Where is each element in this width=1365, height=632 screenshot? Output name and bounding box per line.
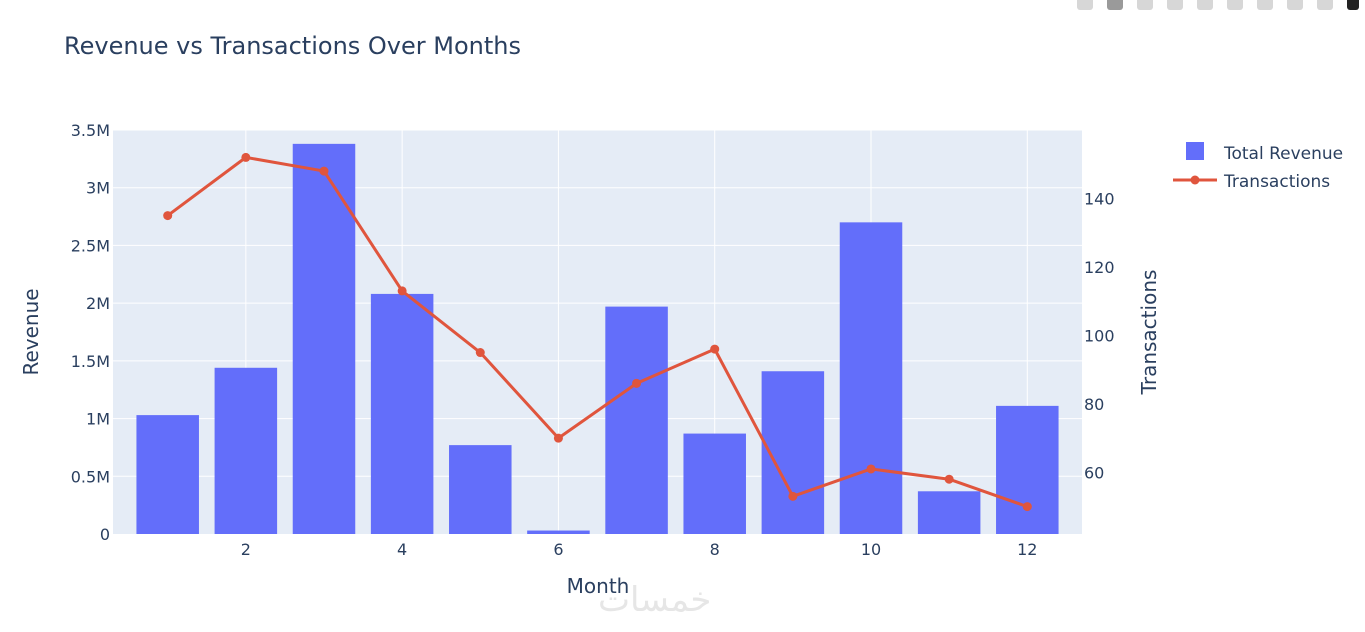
bar-month-6[interactable] <box>527 530 590 534</box>
camera-icon[interactable] <box>1077 0 1093 10</box>
box-select-icon[interactable] <box>1167 0 1183 10</box>
y-tick-label: 1M <box>86 410 110 429</box>
transactions-line <box>163 152 1032 512</box>
y-tick-label: 2M <box>86 294 110 313</box>
bar-month-5[interactable] <box>449 445 512 534</box>
transactions-point-month-2[interactable] <box>241 152 251 162</box>
x-tick-label: 2 <box>241 540 251 559</box>
x-tick-label: 8 <box>710 540 720 559</box>
grid <box>113 129 1082 534</box>
transactions-point-month-3[interactable] <box>319 166 329 176</box>
transactions-point-month-9[interactable] <box>788 491 798 501</box>
bar-month-2[interactable] <box>214 367 278 534</box>
x-tick-label: 10 <box>861 540 881 559</box>
bar-month-12[interactable] <box>996 405 1059 534</box>
bar-month-10[interactable] <box>839 222 903 535</box>
y2-tick-label: 140 <box>1084 189 1115 208</box>
transactions-point-month-8[interactable] <box>710 344 720 354</box>
bar-month-4[interactable] <box>370 293 434 534</box>
bars <box>136 143 1059 535</box>
y2-tick-label: 80 <box>1084 395 1104 414</box>
transactions-point-month-1[interactable] <box>163 211 173 221</box>
y2-tick-label: 100 <box>1084 326 1115 345</box>
legend-label-transactions: Transactions <box>1223 172 1330 192</box>
y2-axis-label: Transactions <box>1137 270 1161 396</box>
autoscale-icon[interactable] <box>1287 0 1303 10</box>
modebar <box>1077 0 1365 12</box>
transactions-point-month-6[interactable] <box>553 433 563 443</box>
transactions-point-month-10[interactable] <box>866 464 876 474</box>
y2-tick-label: 120 <box>1084 258 1115 277</box>
y-tick-label: 2.5M <box>71 236 110 255</box>
transactions-point-month-11[interactable] <box>944 474 954 484</box>
pan-icon[interactable] <box>1137 0 1153 10</box>
x-axis-ticks: 2 4 6 8 10 12 <box>241 540 1038 559</box>
zoom-out-icon[interactable] <box>1257 0 1273 10</box>
transactions-point-month-7[interactable] <box>632 378 642 388</box>
legend-swatch-bar <box>1186 142 1204 160</box>
x-tick-label: 12 <box>1017 540 1037 559</box>
lasso-select-icon[interactable] <box>1197 0 1213 10</box>
bar-month-8[interactable] <box>683 433 746 534</box>
transactions-point-month-12[interactable] <box>1022 502 1032 512</box>
y-tick-label: 0 <box>100 525 110 544</box>
bar-month-1[interactable] <box>136 415 199 534</box>
x-axis-label: Month <box>567 574 630 598</box>
y-axis-label: Revenue <box>19 288 43 375</box>
watermark: خمسات <box>598 580 712 620</box>
legend-item-revenue[interactable]: Total Revenue <box>1186 142 1343 164</box>
plotly-logo-icon[interactable] <box>1347 0 1359 10</box>
chart-title: Revenue vs Transactions Over Months <box>64 32 521 60</box>
y-tick-label: 3M <box>86 179 110 198</box>
transactions-polyline <box>166 155 1028 509</box>
x-tick-label: 4 <box>397 540 407 559</box>
zoom-icon[interactable] <box>1107 0 1123 10</box>
bar-month-7[interactable] <box>605 306 668 534</box>
bar-month-9[interactable] <box>761 371 825 534</box>
bar-month-3[interactable] <box>292 143 356 534</box>
y-tick-label: 1.5M <box>71 352 110 371</box>
reset-axes-icon[interactable] <box>1317 0 1333 10</box>
transactions-point-month-4[interactable] <box>397 286 407 296</box>
y-axis-ticks: 0 0.5M 1M 1.5M 2M 2.5M 3M 3.5M <box>71 121 110 544</box>
bar-month-11[interactable] <box>917 491 981 534</box>
legend-item-transactions[interactable]: Transactions <box>1173 172 1330 192</box>
y-tick-label: 3.5M <box>71 121 110 140</box>
transactions-point-month-5[interactable] <box>475 348 485 358</box>
legend-label-revenue: Total Revenue <box>1223 144 1343 164</box>
x-tick-label: 6 <box>553 540 563 559</box>
y2-axis-ticks: 60 80 100 120 140 <box>1084 189 1115 482</box>
zoom-in-icon[interactable] <box>1227 0 1243 10</box>
legend-swatch-marker <box>1190 175 1200 185</box>
y-tick-label: 0.5M <box>71 467 110 486</box>
y2-tick-label: 60 <box>1084 463 1104 482</box>
legend: Total Revenue Transactions <box>1173 142 1343 192</box>
